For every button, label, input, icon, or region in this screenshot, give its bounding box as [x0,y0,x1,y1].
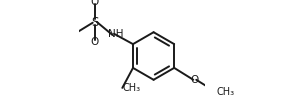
Text: O: O [91,0,99,7]
Text: CH₃: CH₃ [217,87,235,97]
Text: NH: NH [108,29,123,39]
Text: S: S [91,16,99,29]
Text: O: O [91,37,99,47]
Text: CH₃: CH₃ [123,83,141,94]
Text: O: O [191,75,199,85]
